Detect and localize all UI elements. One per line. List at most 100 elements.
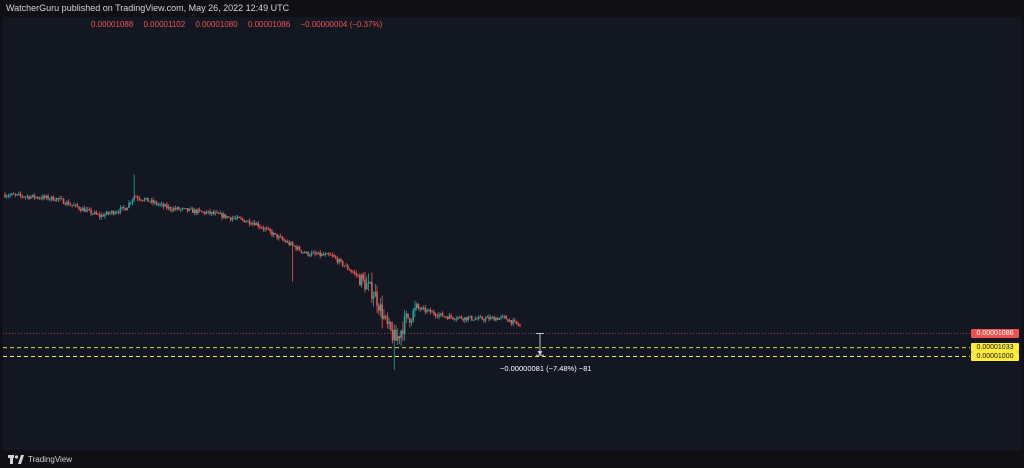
candle-body bbox=[333, 255, 335, 257]
candle-body bbox=[216, 212, 218, 214]
candle-body bbox=[86, 209, 89, 211]
candle-body bbox=[24, 196, 27, 198]
candle-body bbox=[171, 209, 173, 211]
candle-body bbox=[500, 316, 502, 318]
candle-body bbox=[362, 274, 365, 280]
candle-body bbox=[343, 265, 346, 267]
candle-body bbox=[441, 313, 444, 317]
ohlc-low: 0.00001080 bbox=[195, 20, 238, 29]
candle-body bbox=[266, 228, 268, 230]
candle-body bbox=[307, 251, 309, 256]
candle-body bbox=[150, 200, 153, 202]
candle-body bbox=[364, 279, 366, 290]
candle-body bbox=[412, 310, 415, 321]
candle-body bbox=[128, 202, 130, 208]
candle-body bbox=[255, 223, 258, 226]
candle-body bbox=[116, 212, 118, 213]
candle-body bbox=[231, 218, 234, 220]
candle-body bbox=[147, 197, 149, 202]
candle-body bbox=[109, 212, 111, 214]
candle-body bbox=[145, 197, 148, 199]
candle-body bbox=[169, 206, 172, 210]
candle-body bbox=[472, 320, 475, 321]
price-range-measure[interactable] bbox=[536, 333, 544, 356]
candle-body bbox=[164, 204, 166, 207]
candle-body bbox=[486, 316, 489, 319]
candle-body bbox=[514, 320, 516, 322]
candle-body bbox=[92, 213, 94, 215]
footer-bar bbox=[0, 450, 1024, 468]
candle-body bbox=[74, 204, 77, 206]
candle-body bbox=[117, 212, 120, 213]
candle-body bbox=[98, 214, 101, 217]
candle-body bbox=[69, 204, 72, 206]
candle-body bbox=[410, 320, 413, 323]
candle-body bbox=[305, 251, 308, 254]
candle-body bbox=[5, 196, 8, 198]
candle-body bbox=[496, 318, 499, 320]
candle-body bbox=[371, 282, 373, 299]
candle-body bbox=[279, 236, 282, 238]
candle-body bbox=[210, 211, 213, 214]
candle-body bbox=[317, 252, 320, 255]
candle-body bbox=[377, 305, 380, 311]
candle-body bbox=[452, 317, 454, 319]
tradingview-logo[interactable]: TradingView bbox=[8, 455, 72, 464]
candle-body bbox=[123, 206, 125, 209]
candle-body bbox=[426, 310, 428, 312]
candle-body bbox=[390, 321, 392, 330]
candle-body bbox=[467, 317, 470, 321]
last-price-badge: 0.00001086 bbox=[971, 329, 1019, 338]
candle-body bbox=[52, 196, 55, 201]
candle-body bbox=[33, 194, 36, 198]
candle-body bbox=[462, 318, 464, 321]
candle-body bbox=[512, 320, 514, 324]
candle-body bbox=[95, 212, 98, 215]
candle-body bbox=[302, 252, 304, 253]
candle-body bbox=[253, 222, 256, 226]
candle-body bbox=[405, 313, 408, 317]
candle-body bbox=[93, 212, 96, 214]
candle-body bbox=[16, 194, 18, 195]
candle-body bbox=[222, 214, 225, 218]
candle-body bbox=[326, 253, 328, 255]
candle-body bbox=[436, 315, 439, 317]
candle-body bbox=[241, 218, 244, 220]
candle-body bbox=[443, 316, 446, 318]
candle-body bbox=[348, 269, 351, 271]
candle-body bbox=[73, 205, 75, 206]
candle-body bbox=[398, 336, 401, 338]
candle-body bbox=[166, 204, 168, 209]
candle-body bbox=[59, 198, 61, 200]
candle-body bbox=[71, 204, 73, 206]
candle-body bbox=[350, 270, 353, 272]
candle-body bbox=[257, 223, 259, 227]
chart-area[interactable] bbox=[3, 17, 1021, 450]
candle-body bbox=[290, 242, 292, 245]
candle-body bbox=[507, 319, 509, 322]
candle-body bbox=[57, 198, 60, 199]
candle-body bbox=[424, 307, 427, 312]
candle-body bbox=[259, 226, 261, 228]
candle-body bbox=[310, 252, 313, 256]
candle-body bbox=[48, 198, 51, 200]
candle-body bbox=[446, 317, 449, 319]
candle-body bbox=[381, 304, 384, 319]
candle-body bbox=[312, 252, 315, 254]
candle-body bbox=[78, 206, 80, 210]
candle-body bbox=[154, 201, 156, 203]
candle-body bbox=[445, 316, 447, 318]
candle-body bbox=[107, 211, 110, 214]
candle-body bbox=[61, 198, 63, 200]
candle-body bbox=[515, 321, 518, 324]
candle-body bbox=[36, 197, 39, 199]
candle-body bbox=[190, 208, 192, 210]
candle-body bbox=[30, 196, 32, 199]
candle-body bbox=[319, 252, 322, 256]
candle-body bbox=[491, 317, 494, 318]
candle-body bbox=[207, 211, 210, 213]
candle-body bbox=[407, 313, 409, 319]
candle-body bbox=[45, 195, 48, 198]
candle-body bbox=[421, 307, 423, 310]
